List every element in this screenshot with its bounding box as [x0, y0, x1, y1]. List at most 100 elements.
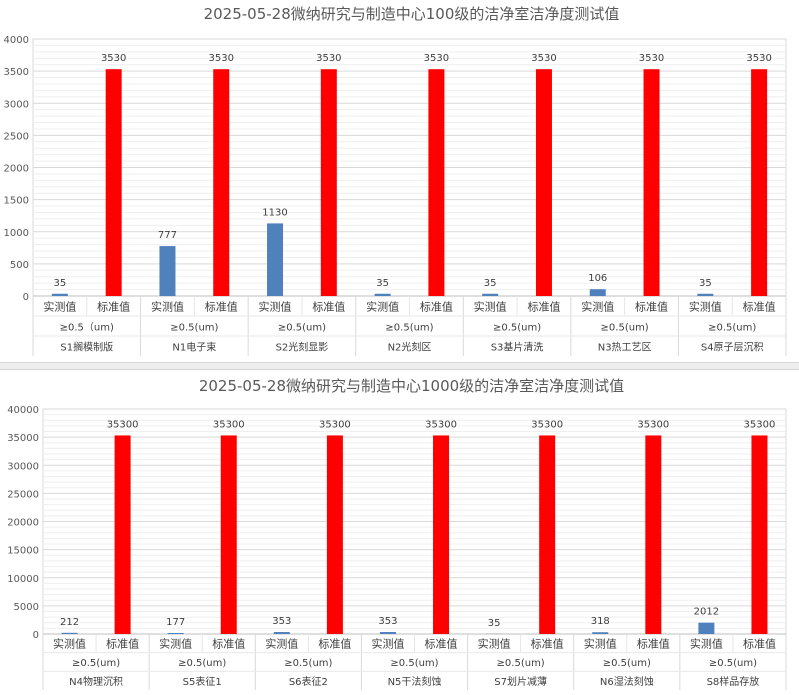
series-category-label: 标准值 — [635, 299, 668, 313]
location-label: S5表征1 — [183, 675, 222, 688]
chart-1000-class: 2025-05-28微纳研究与制造中心1000级的洁净室洁净度测试值 0 5000 1… — [0, 370, 799, 691]
series-category-label: 实测值 — [584, 636, 617, 650]
y-tick-label: 15000 — [7, 546, 39, 557]
y-tick-label: 1500 — [4, 196, 29, 207]
bar-standard — [536, 69, 552, 296]
chart-title: 2025-05-28微纳研究与制造中心1000级的洁净室洁净度测试值 — [199, 377, 624, 395]
series-category-label: 标准值 — [637, 636, 670, 650]
bar-standard — [539, 435, 555, 634]
y-tick-label: 25000 — [7, 489, 39, 500]
data-label: 35300 — [213, 419, 245, 430]
particle-size-label: ≥0.5(um) — [390, 658, 438, 669]
location-label: N4物理沉积 — [69, 675, 123, 688]
bar-standard — [327, 435, 343, 634]
series-category-label: 实测值 — [43, 299, 76, 313]
y-tick-label: 35000 — [7, 433, 39, 444]
data-label: 35300 — [425, 419, 457, 430]
y-tick-label: 0 — [33, 630, 39, 641]
bar-standard — [751, 435, 767, 634]
data-label: 2012 — [694, 607, 719, 618]
data-label: 3530 — [639, 53, 664, 64]
y-tick-label: 3000 — [4, 99, 29, 110]
particle-size-label: ≥0.5(um) — [493, 322, 541, 333]
data-label: 3530 — [101, 53, 126, 64]
bar-actual — [380, 632, 396, 634]
series-category-label: 实测值 — [265, 636, 298, 650]
series-category-label: 实测值 — [259, 299, 292, 313]
data-label: 353 — [272, 616, 291, 627]
y-tick-label: 5000 — [14, 602, 39, 613]
series-category-label: 标准值 — [420, 299, 453, 313]
series-category-label: 标准值 — [527, 299, 560, 313]
y-tick-label: 4000 — [4, 35, 29, 46]
data-label: 177 — [166, 617, 185, 628]
particle-size-label: ≥0.5(um) — [178, 658, 226, 669]
series-category-label: 实测值 — [581, 299, 614, 313]
location-label: S2光刻显影 — [276, 340, 329, 353]
data-label: 35300 — [744, 419, 776, 430]
bar-actual — [159, 246, 175, 296]
data-label: 35300 — [531, 419, 563, 430]
bar-standard — [321, 69, 337, 296]
bar-standard — [644, 69, 660, 296]
location-label: S7划片减薄 — [494, 675, 547, 688]
series-category-label: 实测值 — [690, 636, 723, 650]
bar-actual — [375, 294, 391, 296]
y-tick-label: 10000 — [7, 574, 39, 585]
data-label: 777 — [158, 230, 177, 241]
y-tick-label: 2500 — [4, 131, 29, 142]
bar-standard — [428, 69, 444, 296]
series-category-label: 标准值 — [205, 299, 238, 313]
data-label: 1130 — [262, 207, 287, 218]
location-label: N6湿法刻蚀 — [600, 675, 654, 688]
data-label: 35 — [488, 618, 501, 629]
data-label: 35300 — [637, 419, 669, 430]
location-label: S3基片清洗 — [491, 340, 544, 353]
series-category-label: 实测值 — [478, 636, 511, 650]
chart-100-class: 2025-05-28微纳研究与制造中心100级的洁净室洁净度测试值 0 500 100… — [0, 0, 799, 362]
location-label: S6表征2 — [289, 675, 328, 688]
location-label: N1电子束 — [172, 340, 216, 353]
data-label: 318 — [591, 616, 610, 627]
y-tick-label: 40000 — [7, 405, 39, 416]
bar-actual — [267, 223, 283, 296]
particle-size-label: ≥0.5(um) — [497, 658, 545, 669]
bar-standard — [221, 435, 237, 634]
data-label: 3530 — [531, 53, 556, 64]
y-tick-label: 3500 — [4, 67, 29, 78]
series-category-label: 实测值 — [159, 636, 192, 650]
bar-actual — [482, 294, 498, 296]
location-label: N3热工艺区 — [598, 340, 652, 353]
data-label: 35300 — [107, 419, 139, 430]
bar-actual — [168, 633, 184, 634]
chart-title: 2025-05-28微纳研究与制造中心100级的洁净室洁净度测试值 — [204, 5, 620, 23]
series-category-label: 标准值 — [212, 636, 245, 650]
bar-actual — [274, 632, 290, 634]
particle-size-label: ≥0.5(um) — [709, 658, 757, 669]
series-category-label: 实测值 — [53, 636, 86, 650]
particle-size-label: ≥0.5(um) — [72, 658, 120, 669]
y-tick-label: 0 — [23, 292, 29, 303]
bar-actual — [592, 632, 608, 634]
location-label: N5干法刻蚀 — [388, 675, 442, 688]
data-label: 35 — [699, 278, 712, 289]
particle-size-label: ≥0.5(um) — [601, 322, 649, 333]
series-category-label: 标准值 — [312, 299, 345, 313]
bar-standard — [433, 435, 449, 634]
particle-size-label: ≥0.5(um) — [708, 322, 756, 333]
location-label: S4原子层沉积 — [701, 340, 764, 353]
series-category-label: 标准值 — [106, 636, 139, 650]
particle-size-label: ≥0.5(um) — [385, 322, 433, 333]
y-tick-label: 1000 — [4, 228, 29, 239]
bar-standard — [751, 69, 767, 296]
data-label: 35300 — [319, 419, 351, 430]
series-category-label: 实测值 — [689, 299, 722, 313]
series-category-label: 实测值 — [371, 636, 404, 650]
bar-actual — [698, 623, 714, 634]
data-label: 35 — [376, 278, 389, 289]
particle-size-label: ≥0.5（um) — [60, 321, 114, 333]
data-label: 106 — [588, 273, 607, 284]
particle-size-label: ≥0.5(um) — [603, 658, 651, 669]
y-tick-label: 500 — [10, 260, 29, 271]
chart-svg: 2025-05-28微纳研究与制造中心1000级的洁净室洁净度测试值 0 5000 1… — [0, 370, 799, 691]
